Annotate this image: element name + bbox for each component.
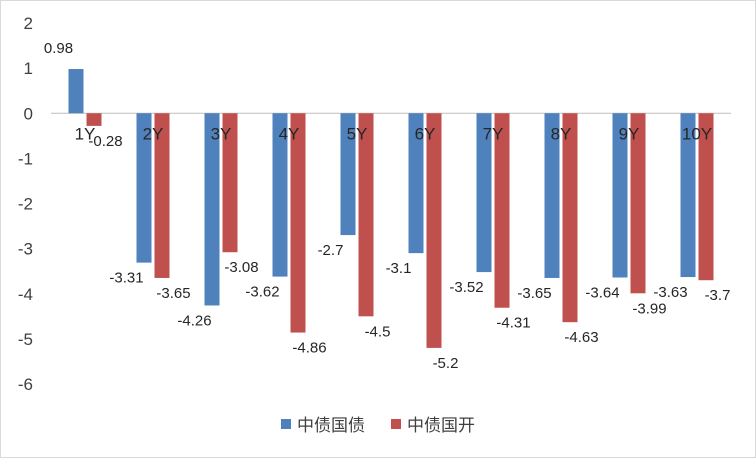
bar-series-1-2Y	[136, 113, 152, 263]
data-label: 0.98	[44, 40, 73, 57]
data-label: -3.62	[245, 284, 279, 301]
data-label: -3.63	[653, 284, 687, 301]
y-tick-label: -1	[18, 149, 33, 168]
bar-series-1-10Y	[680, 113, 696, 278]
legend: 中债国债 中债国开	[1, 411, 755, 436]
bar-series-2-6Y	[426, 113, 442, 348]
bar-series-2-5Y	[358, 113, 374, 317]
x-tick-label: 4Y	[279, 124, 300, 143]
y-tick-label: -5	[18, 330, 33, 349]
data-label: -3.52	[449, 279, 483, 296]
data-label: -4.86	[292, 340, 326, 357]
bar-series-2-10Y	[698, 113, 714, 281]
legend-item-series-2: 中债国开	[391, 411, 475, 436]
data-label: -0.28	[88, 133, 122, 150]
bar-series-1-4Y	[272, 113, 288, 277]
legend-item-series-1: 中债国债	[281, 411, 365, 436]
bar-series-1-8Y	[544, 113, 560, 278]
bar-series-2-4Y	[290, 113, 306, 333]
bar-series-1-3Y	[204, 113, 220, 306]
legend-label-series-1: 中债国债	[297, 416, 365, 435]
data-label: -3.7	[705, 287, 731, 304]
data-label: -3.65	[156, 285, 190, 302]
x-tick-label: 8Y	[551, 124, 572, 143]
legend-label-series-2: 中债国开	[407, 416, 475, 435]
x-tick-label: 1Y	[75, 124, 96, 143]
x-tick-label: 9Y	[619, 124, 640, 143]
data-label: -3.64	[585, 285, 619, 302]
x-tick-label: 3Y	[211, 124, 232, 143]
y-tick-label: -3	[18, 240, 33, 259]
x-tick-label: 5Y	[347, 124, 368, 143]
bar-series-2-7Y	[494, 113, 510, 308]
x-tick-label: 7Y	[483, 124, 504, 143]
y-tick-label: -4	[18, 285, 33, 304]
y-tick-label: -6	[18, 375, 33, 394]
bar-series-2-8Y	[562, 113, 578, 323]
x-tick-label: 2Y	[143, 124, 164, 143]
data-label: -3.65	[517, 285, 551, 302]
y-tick-label: -2	[18, 195, 33, 214]
bar-series-2-1Y	[86, 113, 102, 126]
data-label: -2.7	[318, 242, 344, 259]
data-label: -4.5	[365, 323, 391, 340]
bar-series-1-5Y	[340, 113, 356, 236]
data-label: -3.99	[632, 300, 666, 317]
legend-swatch-series-2	[391, 418, 401, 429]
bar-series-2-2Y	[154, 113, 170, 278]
data-label: -3.08	[224, 259, 258, 276]
x-tick-label: 6Y	[415, 124, 436, 143]
y-tick-label: 2	[24, 14, 33, 33]
x-tick-label: 10Y	[682, 124, 712, 143]
data-label: -5.2	[433, 355, 459, 372]
data-label: -4.26	[177, 312, 211, 329]
data-label: -3.1	[386, 260, 412, 277]
bar-series-1-6Y	[408, 113, 424, 254]
data-label: -4.31	[496, 315, 530, 332]
bar-series-1-1Y	[68, 69, 84, 114]
y-tick-label: 1	[24, 59, 33, 78]
data-label: -4.63	[564, 329, 598, 346]
bar-series-2-3Y	[222, 113, 238, 253]
data-label: -3.31	[109, 270, 143, 287]
bar-series-2-9Y	[630, 113, 646, 294]
bar-series-1-7Y	[476, 113, 492, 273]
legend-swatch-series-1	[281, 418, 291, 429]
bar-series-1-9Y	[612, 113, 628, 278]
y-tick-label: 0	[24, 104, 33, 123]
